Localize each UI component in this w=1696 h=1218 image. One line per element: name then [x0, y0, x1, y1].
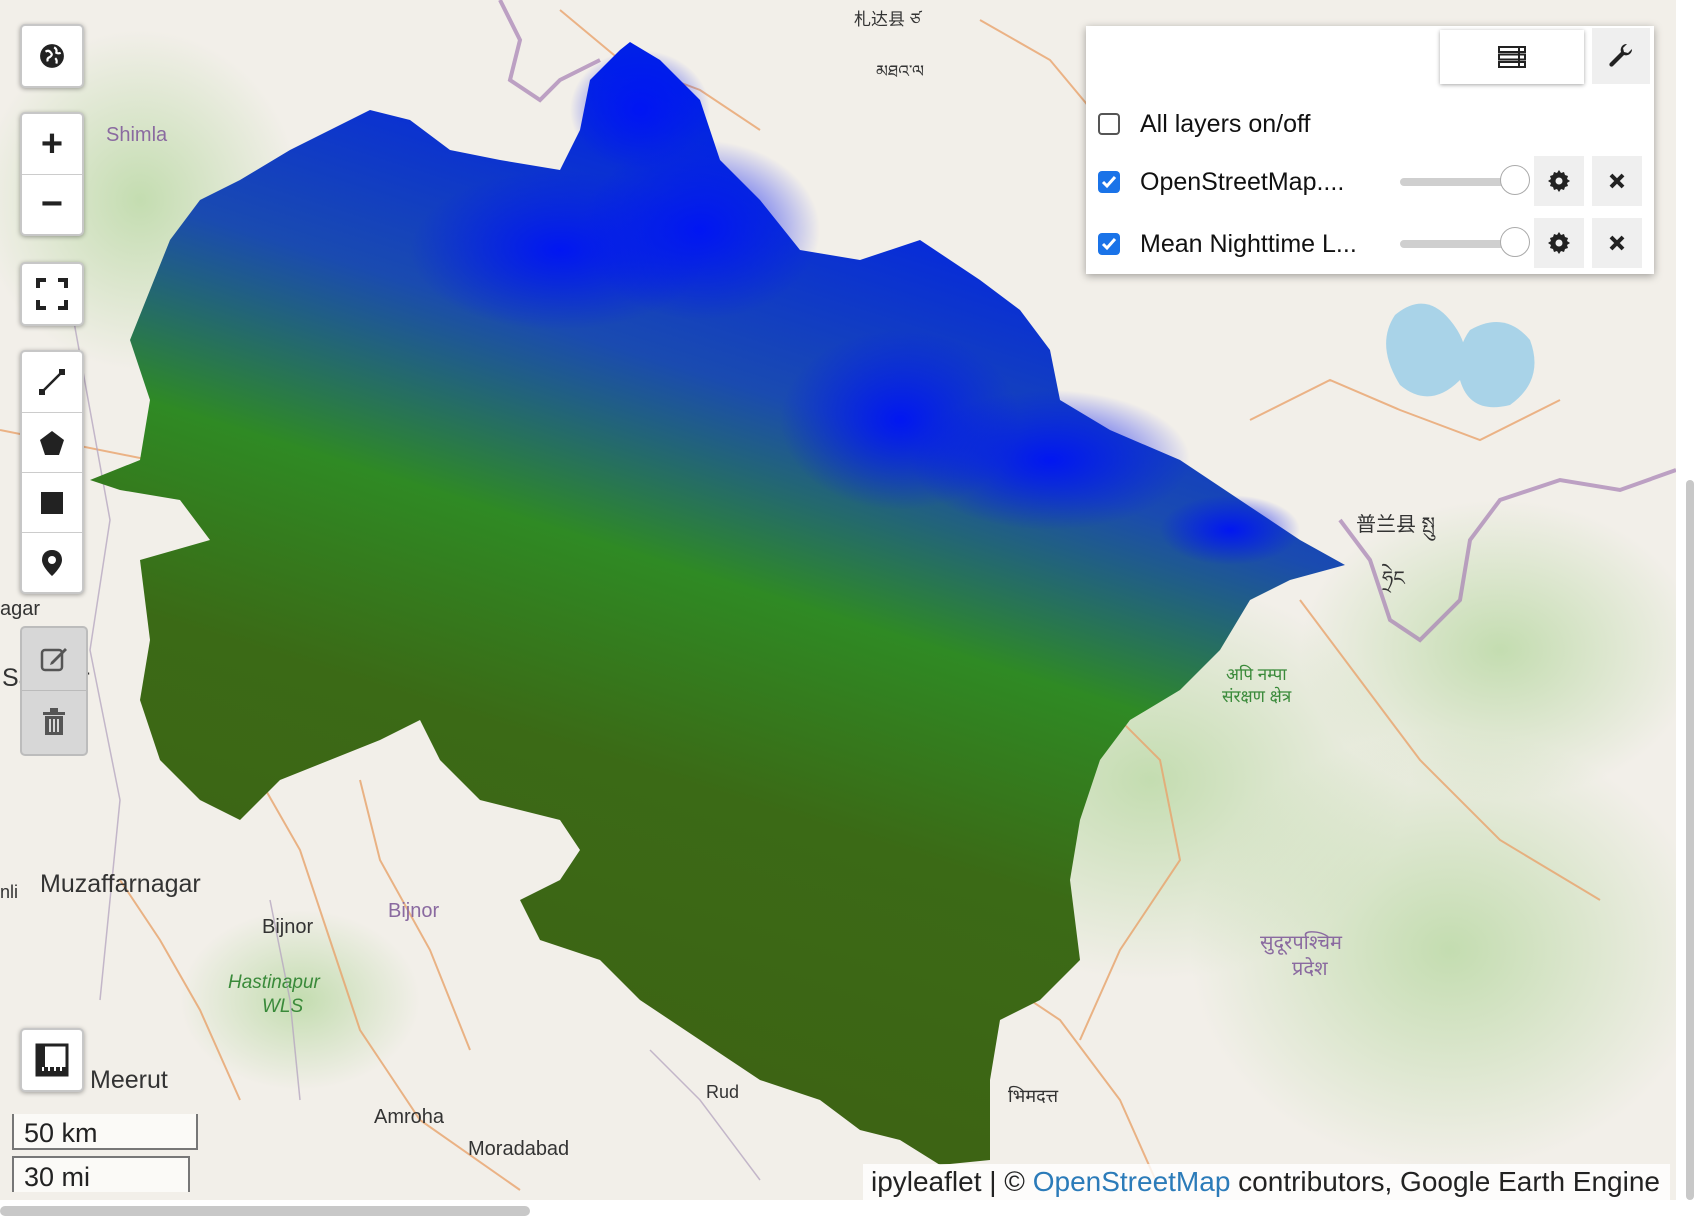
- zoom-in-button[interactable]: +: [40, 122, 64, 165]
- basemap-selector[interactable]: [20, 24, 84, 88]
- fullscreen-icon: [36, 278, 68, 310]
- layer-remove-button-nighttime[interactable]: [1592, 218, 1642, 268]
- measure-button[interactable]: [22, 1030, 82, 1090]
- checkmark-icon: [1101, 176, 1117, 189]
- layer-checkbox-openstreetmap[interactable]: [1098, 171, 1120, 193]
- layers-icon: [1498, 46, 1526, 68]
- attribution-suffix: contributors, Google Earth Engine: [1230, 1166, 1660, 1197]
- place-label-bijnor: Bijnor: [262, 916, 314, 938]
- slider-handle[interactable]: [1500, 165, 1530, 195]
- place-label-zanda: 札达县 ཙ: [854, 10, 921, 29]
- layer-settings-button-nighttime[interactable]: [1534, 218, 1584, 268]
- place-label-hastinapur: Hastinapur: [228, 972, 320, 993]
- gear-icon: [1548, 232, 1570, 254]
- scale-metric: 50 km: [12, 1114, 198, 1150]
- layer-remove-button-openstreetmap[interactable]: [1592, 156, 1642, 206]
- layer-row-openstreetmap: OpenStreetMap....: [1098, 162, 1344, 202]
- globe-icon[interactable]: [22, 26, 82, 86]
- place-label-bijnor-district: Bijnor: [388, 900, 440, 922]
- place-label-shimla: Shimla: [106, 124, 168, 146]
- place-label-burang: 普兰县 སྤུ: [1356, 514, 1436, 536]
- all-layers-checkbox[interactable]: [1098, 113, 1120, 135]
- measure-control: [20, 1028, 84, 1092]
- scale-imperial: 30 mi: [12, 1156, 190, 1192]
- draw-rectangle-button[interactable]: [22, 472, 82, 532]
- layer-manager-panel: All layers on/off OpenStreetMap.... Mean…: [1086, 26, 1654, 274]
- slider-handle[interactable]: [1500, 227, 1530, 257]
- draw-polygon-button[interactable]: [22, 412, 82, 472]
- place-label-sudurpashchim: सुदूरपश्चिम: [1260, 932, 1343, 954]
- polygon-icon: [40, 430, 64, 455]
- draw-polyline-button[interactable]: [22, 352, 82, 412]
- edit-layers-button[interactable]: [22, 628, 86, 690]
- osm-link[interactable]: OpenStreetMap: [1032, 1166, 1231, 1197]
- tab-settings[interactable]: [1592, 28, 1650, 84]
- place-label-api-nampa: अपि नम्पा: [1226, 665, 1287, 684]
- draw-toolbar: [20, 350, 84, 594]
- place-label-wls: WLS: [262, 996, 304, 1017]
- checkmark-icon: [1101, 238, 1117, 251]
- place-label-rud: Rud: [706, 1082, 740, 1102]
- basemap-tiles: [0, 0, 1676, 1191]
- layer-row-nighttime: Mean Nighttime L...: [1098, 224, 1357, 264]
- opacity-slider-openstreetmap[interactable]: [1400, 165, 1530, 195]
- place-label-moradabad: Moradabad: [468, 1138, 570, 1160]
- polyline-icon: [39, 369, 65, 395]
- layer-settings-button-openstreetmap[interactable]: [1534, 156, 1584, 206]
- attribution: ipyleaflet | © OpenStreetMap contributor…: [862, 1164, 1670, 1200]
- zoom-control: + −: [20, 112, 84, 236]
- place-label-amroha: Amroha: [374, 1106, 445, 1128]
- place-label-muzaffarnagar: Muzaffarnagar: [40, 870, 201, 898]
- vertical-scrollbar[interactable]: [1686, 480, 1694, 1200]
- opacity-slider-nighttime[interactable]: [1400, 227, 1530, 257]
- place-label-pradesh: प्रदेश: [1292, 958, 1328, 980]
- gear-icon: [1548, 170, 1570, 192]
- edit-toolbar: [20, 626, 88, 756]
- all-layers-label: All layers on/off: [1140, 109, 1311, 138]
- all-layers-toggle[interactable]: All layers on/off: [1098, 104, 1310, 144]
- marker-icon: [42, 549, 62, 576]
- delete-layers-button[interactable]: [22, 690, 86, 753]
- layer-label-openstreetmap: OpenStreetMap....: [1140, 167, 1345, 196]
- place-label-meerut: Meerut: [90, 1066, 168, 1094]
- ruler-icon: [35, 1043, 69, 1077]
- fullscreen-control: [20, 262, 84, 326]
- draw-marker-button[interactable]: [22, 532, 82, 592]
- fullscreen-button[interactable]: [22, 264, 82, 324]
- map-view[interactable]: Shimla Muzaffarnagar Sa npur agar nli Bi…: [0, 0, 1676, 1200]
- edit-icon: [40, 648, 67, 672]
- horizontal-scrollbar[interactable]: [0, 1206, 530, 1216]
- rectangle-icon: [41, 491, 63, 514]
- layer-label-nighttime: Mean Nighttime L...: [1140, 229, 1357, 258]
- place-label-partial: agar: [0, 598, 41, 620]
- attribution-prefix: ipyleaflet | ©: [870, 1166, 1033, 1197]
- wrench-icon: [1609, 43, 1633, 67]
- tab-layers[interactable]: [1440, 30, 1584, 84]
- place-label-partial-2: nli: [0, 882, 19, 902]
- layer-checkbox-nighttime[interactable]: [1098, 233, 1120, 255]
- zoom-out-button[interactable]: −: [22, 174, 82, 234]
- place-label-conservation-area: संरक्षण क्षेत्र: [1222, 687, 1292, 706]
- trash-icon: [43, 708, 65, 735]
- place-label-burang-tibetan: ཧྲེང: [1382, 568, 1405, 590]
- place-label-zanda-tibetan: མཐའ་ལ: [876, 62, 924, 81]
- close-icon: [1609, 173, 1625, 189]
- place-label-bhimdatt: भिमदत्त: [1008, 1086, 1059, 1106]
- close-icon: [1609, 235, 1625, 251]
- scale-bar: 50 km 30 mi: [12, 1114, 198, 1192]
